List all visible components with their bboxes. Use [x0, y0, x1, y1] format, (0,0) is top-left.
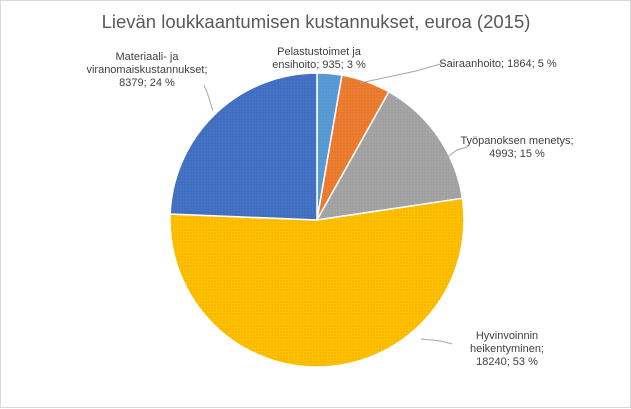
slice-materiaali [169, 72, 318, 221]
slice-hyvinvointi [169, 197, 465, 368]
slice-tyopanos [315, 90, 464, 221]
leader-line-hyvinvointi [420, 338, 453, 345]
leader-line-sairaanhoito [359, 62, 445, 84]
chart-title: Lievän loukkaantumisen kustannukset, eur… [102, 11, 531, 32]
data-label-tyopanos: Työpanoksen menetys; 4993; 15 % [460, 135, 573, 160]
data-label-hyvinvointi: Hyvinvoinnin heikentyminen; 18240; 53 % [470, 330, 544, 368]
data-label-materiaali: Materiaali- ja viranomaiskustannukset; 837… [86, 51, 207, 89]
data-label-sairaanhoito: Sairaanhoito; 1864; 5 % [439, 58, 557, 70]
leader-line-materiaali [203, 84, 214, 112]
data-label-pelastustoimet: Pelastustoimet ja ensihoito; 935; 3 % [272, 46, 366, 71]
leader-line-tyopanos [438, 146, 468, 164]
